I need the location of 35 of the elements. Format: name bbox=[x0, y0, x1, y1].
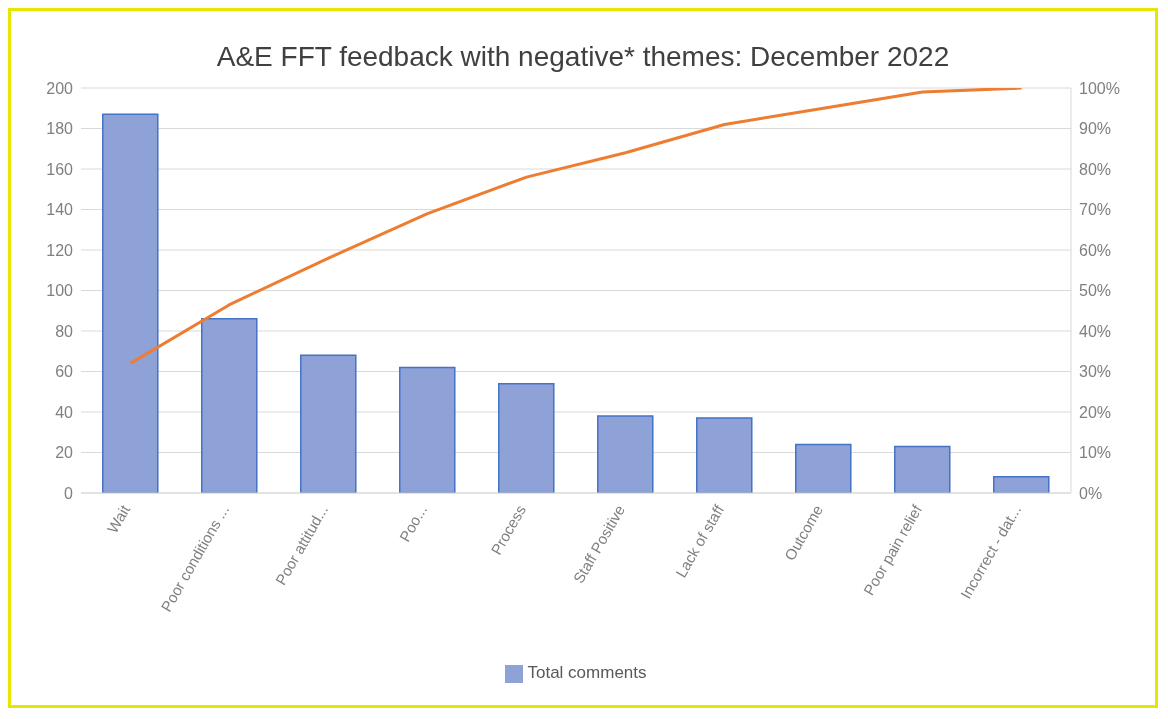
legend-label: Total comments bbox=[527, 663, 647, 682]
bar bbox=[300, 354, 357, 493]
bar bbox=[696, 417, 753, 493]
y2-tick-label: 50% bbox=[1079, 282, 1112, 300]
y2-tick-label: 0% bbox=[1079, 484, 1103, 502]
y-tick-label: 40 bbox=[55, 403, 74, 421]
y-tick-label: 80 bbox=[55, 322, 74, 340]
y-tick-label: 20 bbox=[55, 444, 74, 462]
bar bbox=[993, 476, 1050, 493]
y2-tick-label: 10% bbox=[1079, 444, 1112, 462]
y2-tick-label: 20% bbox=[1079, 403, 1112, 421]
bar bbox=[597, 415, 654, 493]
bar bbox=[498, 382, 555, 493]
y2-tick-label: 30% bbox=[1079, 363, 1112, 381]
y2-tick-label: 90% bbox=[1079, 120, 1112, 138]
y2-tick-label: 70% bbox=[1079, 201, 1112, 219]
y2-tick-label: 80% bbox=[1079, 160, 1112, 178]
line-series bbox=[129, 88, 1023, 365]
y-tick-label: 160 bbox=[46, 160, 74, 178]
y-tick-label: 180 bbox=[46, 120, 74, 138]
bar bbox=[201, 318, 258, 493]
bar bbox=[795, 443, 852, 493]
y-tick-label: 100 bbox=[46, 282, 74, 300]
y-tick-label: 120 bbox=[46, 241, 74, 259]
bar bbox=[102, 113, 159, 493]
bar bbox=[399, 366, 456, 493]
y2-tick-label: 40% bbox=[1079, 322, 1112, 340]
chart-title: A&E FFT feedback with negative* themes: December 2022 bbox=[215, 41, 951, 73]
y2-tick-label: 60% bbox=[1079, 241, 1112, 259]
y-tick-label: 140 bbox=[46, 201, 74, 219]
y-tick-label: 200 bbox=[46, 79, 74, 97]
bar bbox=[894, 445, 951, 493]
y-tick-label: 0 bbox=[64, 484, 74, 502]
y2-tick-label: 100% bbox=[1079, 79, 1120, 97]
y-tick-label: 60 bbox=[55, 363, 74, 381]
